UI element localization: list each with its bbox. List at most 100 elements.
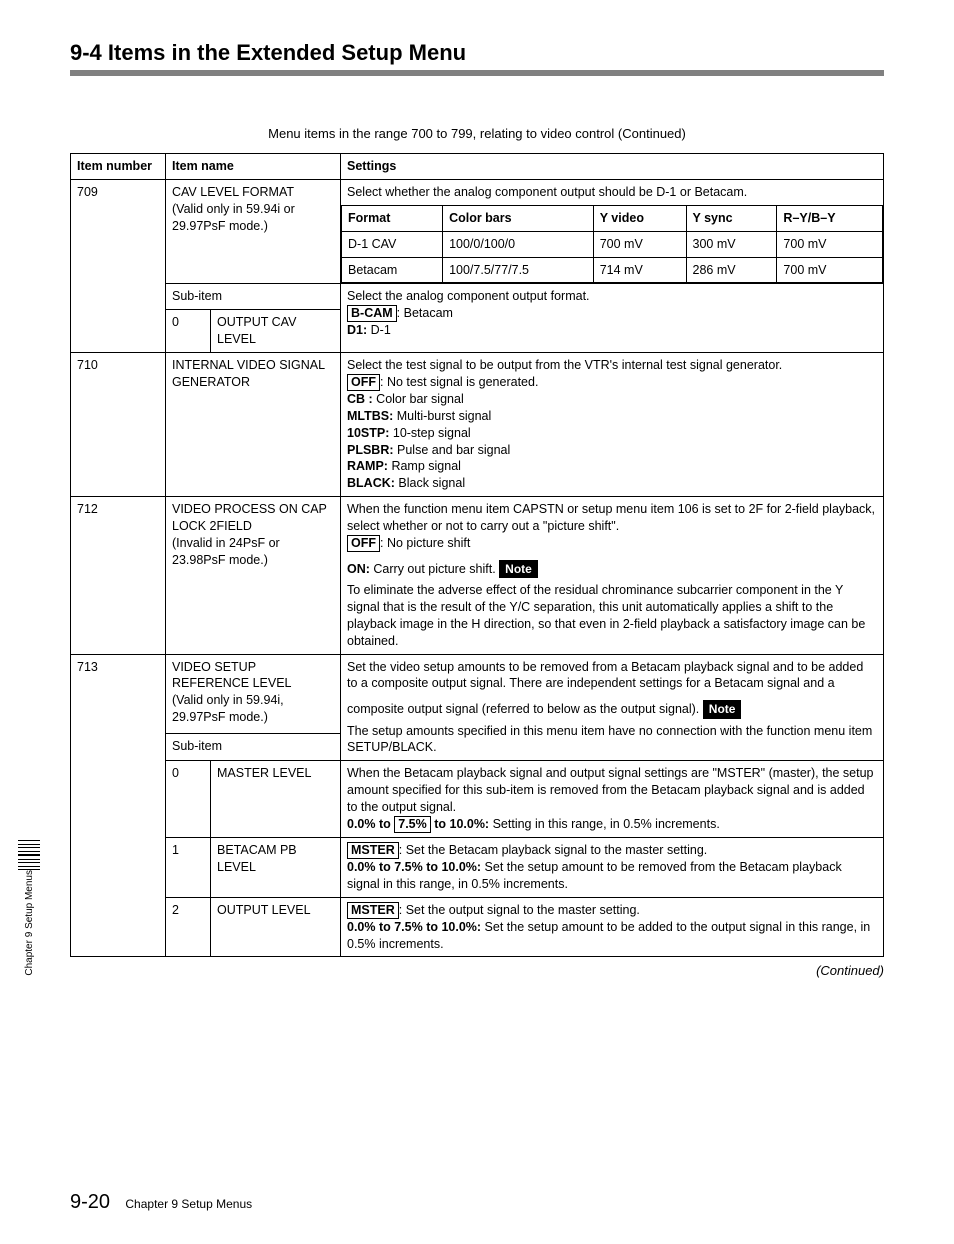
- s713-sub1-t1: : Set the Betacam playback signal to the…: [399, 843, 708, 857]
- s712-on-v: Carry out picture shift.: [370, 562, 496, 576]
- sub0-name-709: OUTPUT CAV LEVEL: [211, 310, 341, 353]
- s710-black-k: BLACK:: [347, 476, 395, 490]
- itemname-713-l2: (Valid only in 59.94i, 29.97PsF mode.): [172, 693, 284, 724]
- s710-ramp-k: RAMP:: [347, 459, 388, 473]
- itemname-710: INTERNAL VIDEO SIGNAL GENERATOR: [166, 353, 341, 497]
- s712-on-k: ON:: [347, 562, 370, 576]
- itemname-709: CAV LEVEL FORMAT (Valid only in 59.94i o…: [166, 179, 341, 284]
- itemname-712-l1: VIDEO PROCESS ON CAP LOCK 2FIELD: [172, 502, 327, 533]
- s713-sub0-rk: 0.0% to: [347, 817, 394, 831]
- itemnum-713: 713: [71, 654, 166, 957]
- s713-sub0-rtail: to 10.0%:: [431, 817, 489, 831]
- sub0-bcam-k: B-CAM: [347, 305, 397, 322]
- sub0-bcam-kb: B-CAM: [351, 306, 393, 320]
- page-footer: 9-20 Chapter 9 Setup Menus: [70, 1191, 252, 1214]
- table-caption: Menu items in the range 700 to 799, rela…: [70, 126, 884, 141]
- s713-sub2-box: MSTER: [347, 902, 399, 919]
- ih-1: Color bars: [443, 205, 594, 231]
- s713-sub1-box: MSTER: [347, 842, 399, 859]
- hdr-itemnum: Item number: [71, 154, 166, 180]
- s712-l1: When the function menu item CAPSTN or se…: [347, 502, 875, 533]
- settings-712: When the function menu item CAPSTN or se…: [341, 497, 884, 654]
- settings-709-sub0: Select the analog component output forma…: [341, 284, 884, 353]
- ir1-1: 100/0/100/0: [443, 231, 594, 257]
- hdr-itemname: Item name: [166, 154, 341, 180]
- sub0-num-713: 0: [166, 761, 211, 838]
- sub0-name-713: MASTER LEVEL: [211, 761, 341, 838]
- note-label-712: Note: [499, 560, 538, 578]
- row-712: 712 VIDEO PROCESS ON CAP LOCK 2FIELD (In…: [71, 497, 884, 654]
- s713-p2: The setup amounts specified in this menu…: [347, 724, 872, 755]
- s712-off-k: OFF: [347, 535, 380, 552]
- itemname-709-l1: CAV LEVEL FORMAT: [172, 185, 294, 199]
- s712-off-v: : No picture shift: [380, 536, 470, 550]
- sub0-d1-v: D-1: [367, 323, 391, 337]
- ih-0: Format: [342, 205, 443, 231]
- side-bars-icon: [18, 840, 40, 870]
- s710-black-v: Black signal: [395, 476, 465, 490]
- s713-p1: Set the video setup amounts to be remove…: [347, 660, 863, 717]
- ih-4: R–Y/B–Y: [777, 205, 883, 231]
- section-title: 9-4 Items in the Extended Setup Menu: [70, 40, 884, 66]
- s710-plsbr-k: PLSBR:: [347, 443, 394, 457]
- inner-r1: D-1 CAV 100/0/100/0 700 mV 300 mV 700 mV: [342, 231, 883, 257]
- settings-713-sub1: MSTER : Set the Betacam playback signal t…: [341, 837, 884, 897]
- sub0-text1: Select the analog component output forma…: [347, 289, 590, 303]
- itemnum-712: 712: [71, 497, 166, 654]
- settings-709-intro: Select whether the analog component outp…: [341, 180, 883, 205]
- row-713-sub0: 0 MASTER LEVEL When the Betacam playback…: [71, 761, 884, 838]
- ir1-4: 700 mV: [777, 231, 883, 257]
- s710-off-k: OFF: [347, 374, 380, 391]
- settings-710: Select the test signal to be output from…: [341, 353, 884, 497]
- s710-off-v: : No test signal is generated.: [380, 375, 538, 389]
- page: 9-4 Items in the Extended Setup Menu Men…: [0, 0, 954, 1244]
- s712-off-kb: OFF: [351, 536, 376, 550]
- s713-sub0-rbox-b: 7.5%: [398, 817, 427, 831]
- s710-stp-v: 10-step signal: [389, 426, 470, 440]
- row-713-sub2: 2 OUTPUT LEVEL MSTER: Set the output sig…: [71, 897, 884, 957]
- row-709-subhdr: Sub-item Select the analog component out…: [71, 284, 884, 310]
- settings-713-sub2: MSTER : Set the output signal to the mast…: [341, 897, 884, 957]
- note-label-713: Note: [703, 700, 742, 718]
- subitem-label-713: Sub-item: [166, 734, 341, 761]
- header-row: Item number Item name Settings: [71, 154, 884, 180]
- ih-2: Y video: [593, 205, 686, 231]
- s713-sub0-rbox: 7.5%: [394, 816, 431, 833]
- settings-709: Select whether the analog component outp…: [341, 179, 884, 284]
- row-710: 710 INTERNAL VIDEO SIGNAL GENERATOR Sele…: [71, 353, 884, 497]
- itemname-709-l2: (Valid only in 59.94i or 29.97PsF mode.): [172, 202, 295, 233]
- sub0-bcam-v: : Betacam: [397, 306, 453, 320]
- ih-3: Y sync: [686, 205, 777, 231]
- sub0-d1-k: D1:: [347, 323, 367, 337]
- s710-mltbs-v: Multi-burst signal: [393, 409, 491, 423]
- s713-sub0-rv: Setting in this range, in 0.5% increment…: [489, 817, 720, 831]
- ir1-0: D-1 CAV: [342, 231, 443, 257]
- settings-713-top: Set the video setup amounts to be remove…: [341, 654, 884, 761]
- ir2-2: 714 mV: [593, 257, 686, 283]
- page-number: 9-20: [70, 1191, 110, 1213]
- itemname-713: VIDEO SETUP REFERENCE LEVEL (Valid only …: [166, 654, 341, 734]
- s713-sub2-rk: 0.0% to 7.5% to 10.0%:: [347, 920, 481, 934]
- sub2-name-713: OUTPUT LEVEL: [211, 897, 341, 957]
- s710-cb-v: Color bar signal: [373, 392, 464, 406]
- ir1-2: 700 mV: [593, 231, 686, 257]
- ir2-0: Betacam: [342, 257, 443, 283]
- ir2-4: 700 mV: [777, 257, 883, 283]
- setup-menu-table: Item number Item name Settings 709 CAV L…: [70, 153, 884, 957]
- s710-mltbs-k: MLTBS:: [347, 409, 393, 423]
- s713-sub2-box-b: MSTER: [351, 903, 395, 917]
- sub1-name-713: BETACAM PB LEVEL: [211, 837, 341, 897]
- s713-sub1-box-b: MSTER: [351, 843, 395, 857]
- s713-sub1-rk: 0.0% to 7.5% to 10.0%:: [347, 860, 481, 874]
- inner-r2: Betacam 100/7.5/77/7.5 714 mV 286 mV 700…: [342, 257, 883, 283]
- s713-sub2-t1: : Set the output signal to the master se…: [399, 903, 640, 917]
- itemnum-709: 709: [71, 179, 166, 352]
- ir2-3: 286 mV: [686, 257, 777, 283]
- s710-off-kb: OFF: [351, 375, 376, 389]
- ir2-1: 100/7.5/77/7.5: [443, 257, 594, 283]
- sub1-num-713: 1: [166, 837, 211, 897]
- continued-label: (Continued): [70, 963, 884, 978]
- s712-note: To eliminate the adverse effect of the r…: [347, 583, 865, 648]
- itemnum-710: 710: [71, 353, 166, 497]
- ir1-3: 300 mV: [686, 231, 777, 257]
